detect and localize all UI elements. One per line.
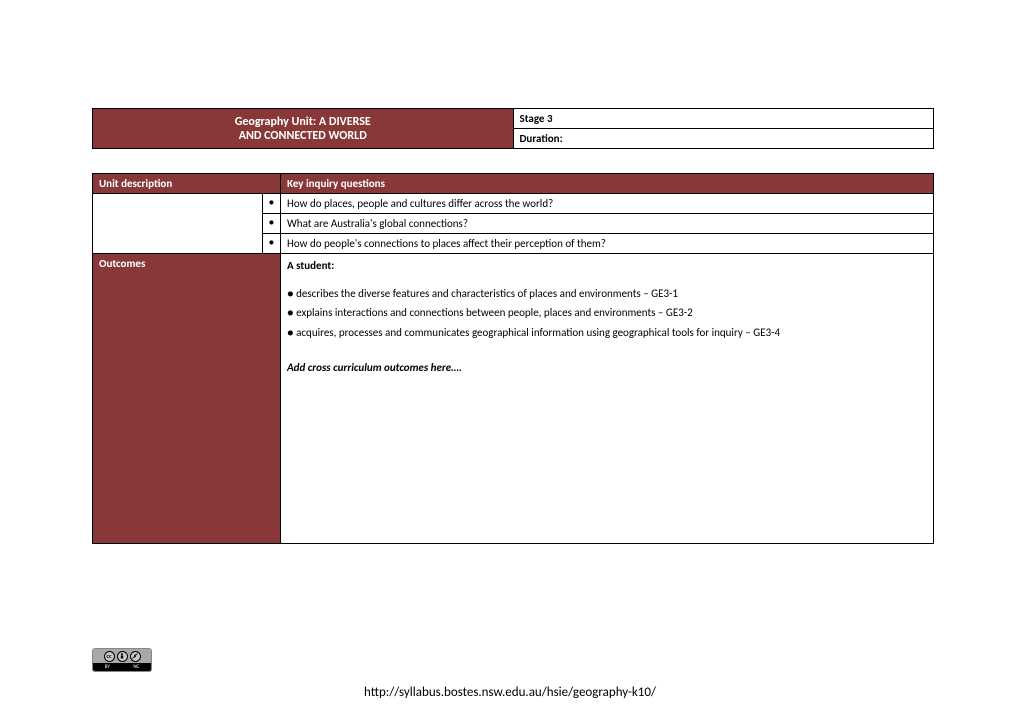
duration-cell: Duration: [513,129,934,149]
nc-label: NC [133,664,139,670]
cc-license-labels: BY NC [93,663,151,671]
inquiry-question: How do places, people and cultures diffe… [281,194,934,214]
bullet-icon: ● [263,234,281,254]
footer-url: http://syllabus.bostes.nsw.edu.au/hsie/g… [0,685,1020,700]
outcomes-content: A student: ● describes the diverse featu… [281,254,934,544]
unit-body-table: Unit description Key inquiry questions ●… [92,173,934,544]
by-icon [117,651,128,662]
unit-title-line1: Geography Unit: A DIVERSE [99,115,507,129]
student-label: A student: [287,257,927,275]
cross-curriculum-note: Add cross curriculum outcomes here…. [287,359,927,377]
outcomes-header: Outcomes [93,254,281,544]
nc-icon: $ [130,651,141,662]
unit-description-header: Unit description [93,174,281,194]
stage-cell: Stage 3 [513,109,934,129]
inquiry-question: What are Australia's global connections? [281,214,934,234]
cc-icon: cc [104,651,115,662]
unit-title-cell: Geography Unit: A DIVERSE AND CONNECTED … [93,109,514,149]
bullet-icon: ● [263,194,281,214]
cc-license-icons: cc $ [93,649,151,663]
cc-license-badge: cc $ BY NC [92,648,152,672]
unit-description-body [93,194,263,254]
outcome-line: ● describes the diverse features and cha… [287,285,927,303]
key-inquiry-header: Key inquiry questions [281,174,934,194]
by-label: BY [105,664,110,670]
bullet-icon: ● [263,214,281,234]
inquiry-question: How do people's connections to places af… [281,234,934,254]
unit-header-table: Geography Unit: A DIVERSE AND CONNECTED … [92,108,934,149]
outcome-line: ● explains interactions and connections … [287,304,927,322]
unit-title-line2: AND CONNECTED WORLD [99,129,507,143]
outcome-line: ● acquires, processes and communicates g… [287,324,927,342]
